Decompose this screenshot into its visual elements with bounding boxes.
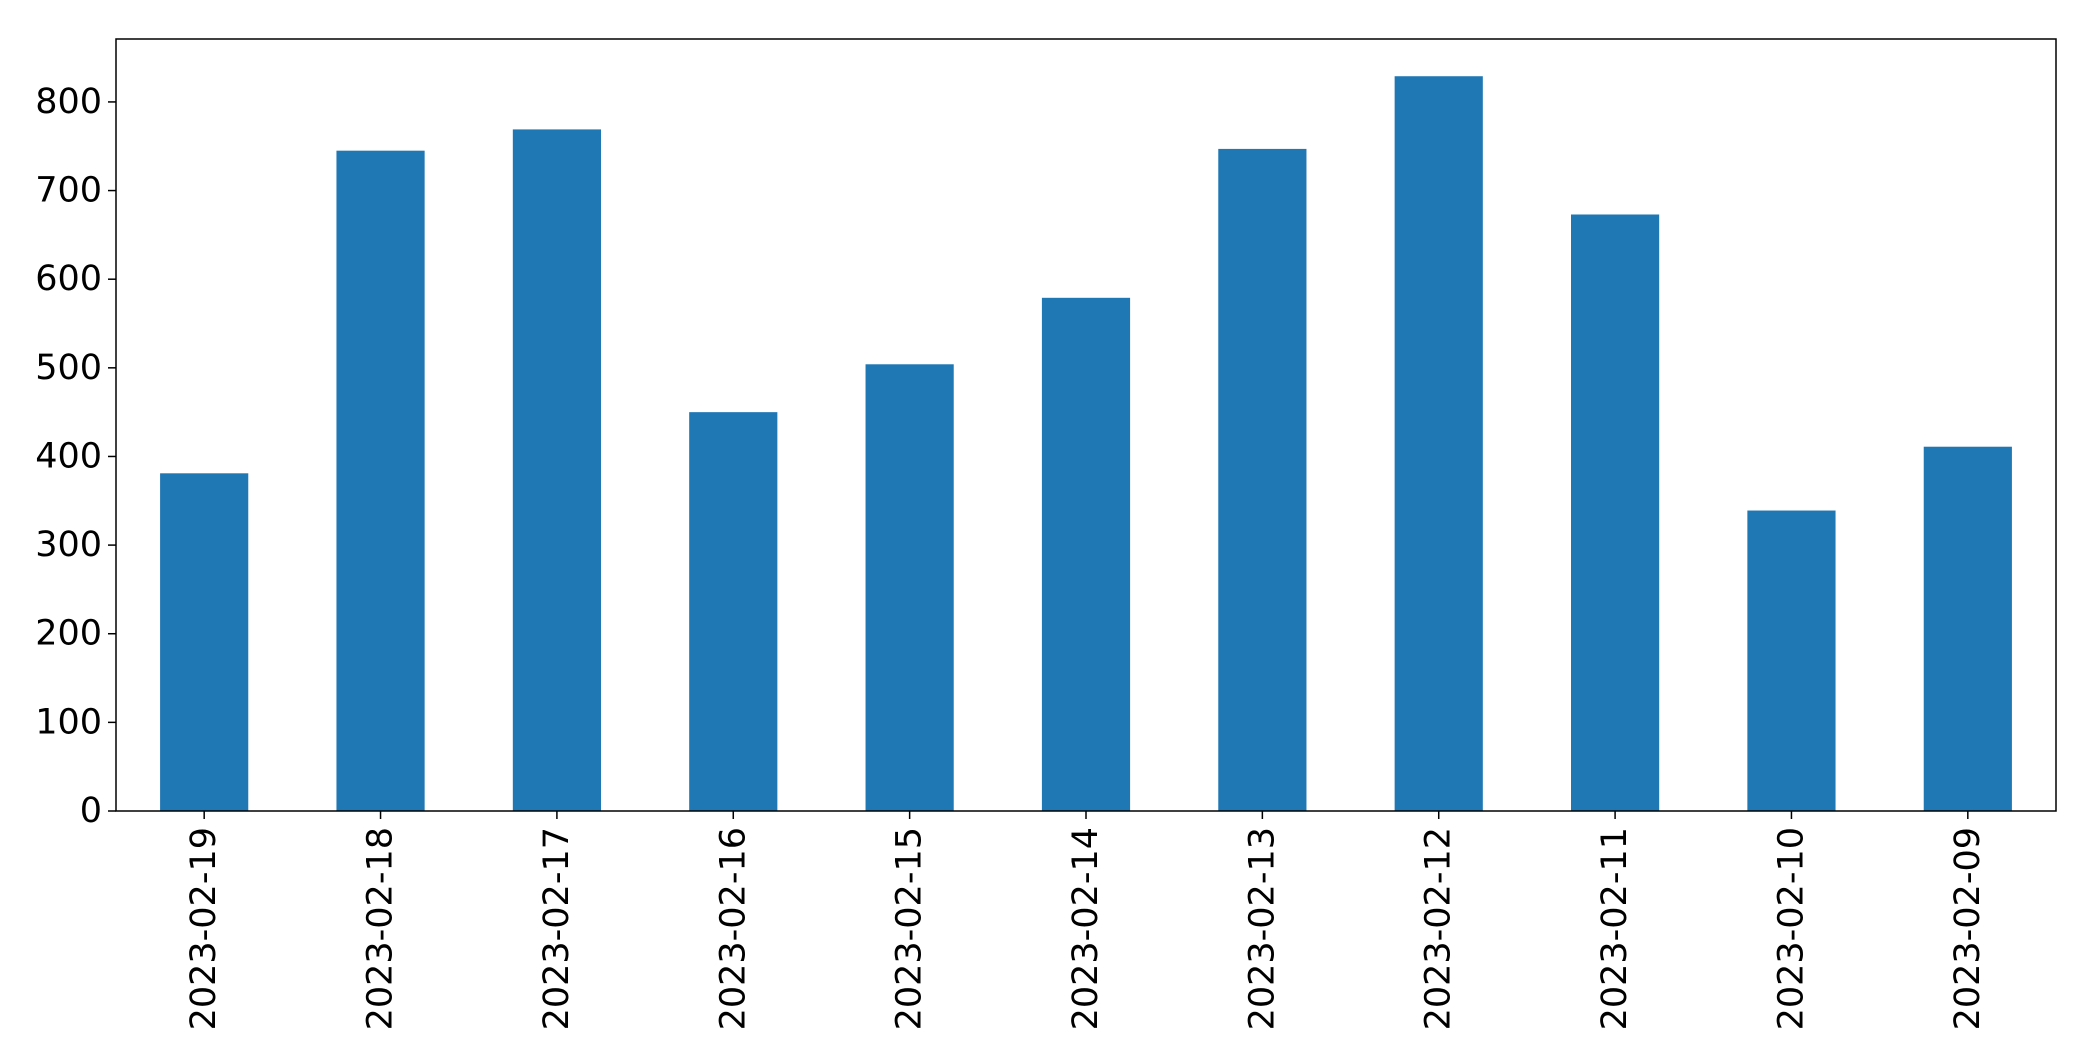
x-tick-label: 2023-02-18: [361, 827, 401, 1030]
bars-group: [160, 76, 2012, 812]
x-tick-label: 2023-02-13: [1242, 827, 1282, 1030]
x-tick-label: 2023-02-11: [1595, 827, 1635, 1030]
y-tick-label: 200: [35, 614, 102, 654]
bar-2023-02-17: [512, 129, 601, 811]
y-tick-label: 800: [35, 82, 102, 122]
bar-2023-02-13: [1218, 148, 1307, 811]
x-tick-label: 2023-02-16: [713, 827, 753, 1030]
x-axis: 2023-02-19 2023-02-18 2023-02-17 2023-02-16…: [184, 811, 1988, 1030]
x-tick-label: 2023-02-14: [1066, 827, 1106, 1030]
bar-2023-02-10: [1747, 510, 1836, 811]
bar-2023-02-16: [689, 412, 778, 811]
bar-2023-02-11: [1571, 214, 1660, 812]
bar-2023-02-15: [865, 364, 954, 811]
x-tick-label: 2023-02-17: [537, 827, 577, 1030]
y-tick-label: 0: [80, 791, 102, 831]
x-tick-label: 2023-02-09: [1948, 827, 1988, 1030]
x-tick-label: 2023-02-12: [1419, 827, 1459, 1030]
y-tick-label: 400: [35, 436, 102, 476]
y-axis: 0 100 200 300 400 500 600 700 800: [35, 82, 116, 831]
x-tick-label: 2023-02-19: [184, 827, 224, 1030]
y-tick-label: 300: [35, 525, 102, 565]
x-tick-label: 2023-02-10: [1771, 827, 1811, 1030]
bar-2023-02-18: [336, 150, 425, 811]
bar-2023-02-12: [1394, 76, 1483, 811]
bar-2023-02-19: [160, 473, 249, 811]
y-tick-label: 100: [35, 702, 102, 742]
y-tick-label: 500: [35, 348, 102, 388]
y-tick-label: 600: [35, 259, 102, 299]
x-tick-label: 2023-02-15: [890, 827, 930, 1030]
plot-frame: [115, 38, 2057, 812]
bar-2023-02-09: [1923, 446, 2012, 811]
bar-2023-02-14: [1041, 297, 1131, 812]
y-tick-label: 700: [35, 171, 102, 211]
